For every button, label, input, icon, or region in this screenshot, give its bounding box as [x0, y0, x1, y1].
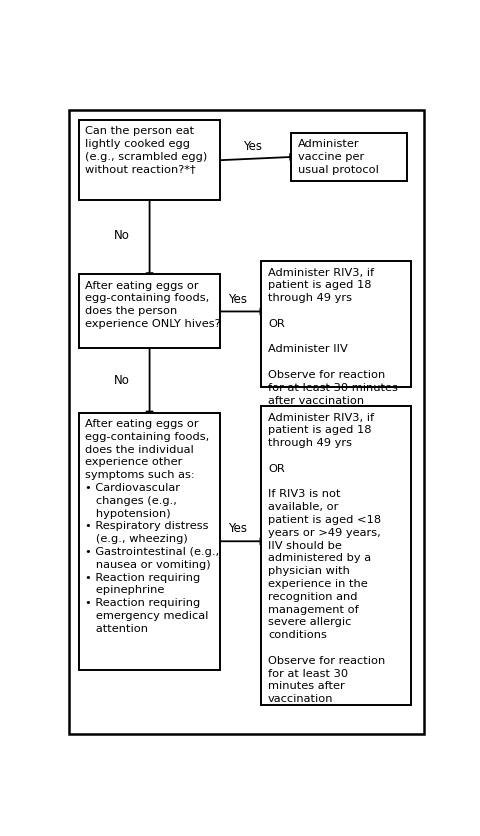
Bar	[79, 412, 220, 670]
Text: Administer RIV3, if
patient is aged 18
through 49 yrs

OR

If RIV3 is not
availa: Administer RIV3, if patient is aged 18 t…	[267, 412, 384, 704]
Text: No: No	[113, 374, 129, 387]
Text: Yes: Yes	[227, 293, 246, 306]
Bar	[261, 262, 410, 387]
Text: Administer
vaccine per
usual protocol: Administer vaccine per usual protocol	[297, 139, 378, 175]
Text: Administer RIV3, if
patient is aged 18
through 49 yrs

OR

Administer IIV

Obser: Administer RIV3, if patient is aged 18 t…	[267, 268, 397, 405]
Text: Can the person eat
lightly cooked egg
(e.g., scrambled egg)
without reaction?*†: Can the person eat lightly cooked egg (e…	[85, 126, 207, 175]
Bar	[261, 406, 410, 706]
Text: After eating eggs or
egg-containing foods,
does the individual
experience other
: After eating eggs or egg-containing food…	[85, 419, 219, 634]
Text: After eating eggs or
egg-containing foods,
does the person
experience ONLY hives: After eating eggs or egg-containing food…	[85, 281, 221, 329]
Text: No: No	[113, 229, 129, 242]
Bar	[79, 274, 220, 348]
Text: Yes: Yes	[227, 522, 246, 535]
Text: Yes: Yes	[242, 140, 261, 153]
Bar	[291, 133, 406, 181]
Bar	[79, 120, 220, 200]
